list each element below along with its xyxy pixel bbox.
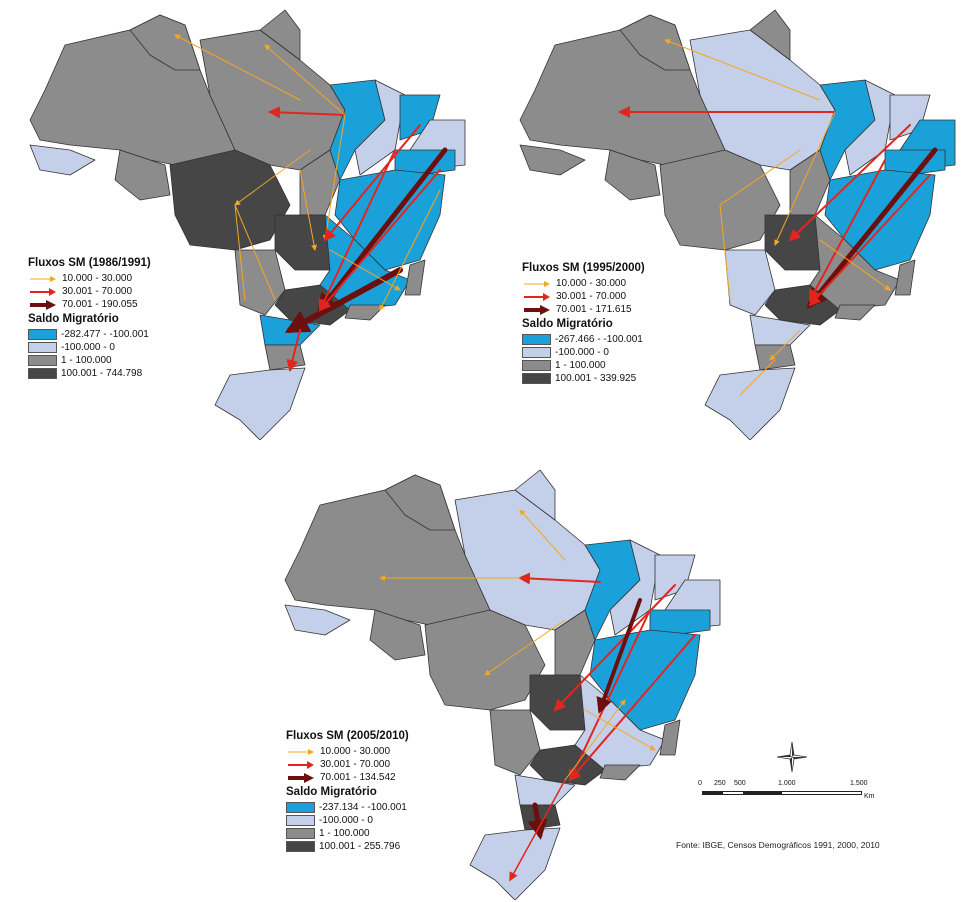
scale-bar: 0 250 500 1.000 1.500 Km (698, 780, 875, 800)
thick-arrow-icon (30, 299, 56, 310)
flow-class-low: 10.000 - 30.000 (28, 272, 151, 285)
flows-legend-title: Fluxos SM (2005/2010) (286, 730, 409, 742)
state-santa-catarina (264, 344, 306, 371)
state-pernambuco (649, 609, 711, 639)
state-rio-grande-sul (704, 367, 796, 440)
thin-arrow-icon (30, 275, 56, 282)
state-espirito-santo (894, 259, 916, 296)
thin-arrow-icon (524, 280, 550, 287)
state-rio (834, 304, 876, 321)
balance-legend-title: Saldo Migratório (522, 318, 613, 330)
flow-class-high: 70.001 - 190.055 (28, 298, 151, 311)
state-rio (599, 764, 641, 781)
flows-legend-title: Fluxos SM (1986/1991) (28, 257, 151, 269)
state-tocantins (789, 149, 831, 216)
state-rio (344, 304, 386, 321)
balance-class-1: -267.466 - -100.001 (522, 333, 645, 346)
state-rondonia (114, 149, 171, 201)
balance-class-4: 100.001 - 339.925 (522, 372, 645, 385)
state-mato-grosso (424, 609, 546, 711)
state-roraima (129, 14, 201, 71)
state-roraima (384, 474, 456, 531)
scale-unit: Km (864, 793, 875, 800)
state-rondonia (369, 609, 426, 661)
thin-arrow-icon (288, 748, 314, 755)
balance-class-4: 100.001 - 255.796 (286, 840, 409, 853)
balance-class-1: -282.477 - -100.001 (28, 328, 151, 341)
north-arrow-icon (776, 741, 808, 773)
source-note: Fonte: IBGE, Censos Demográficos 1991, 2… (676, 840, 880, 850)
flow-class-mid: 30.001 - 70.000 (28, 285, 151, 298)
thick-arrow-icon (288, 772, 314, 783)
balance-legend-title: Saldo Migratório (286, 786, 377, 798)
balance-class-2: -100.000 - 0 (286, 814, 409, 827)
balance-class-3: 1 - 100.000 (522, 359, 645, 372)
legend-1995-2000: Fluxos SM (1995/2000) 10.000 - 30.000 30… (522, 262, 645, 385)
flow-class-high: 70.001 - 134.542 (286, 771, 409, 784)
state-parana (749, 314, 811, 346)
state-tocantins (554, 609, 596, 676)
state-parana (514, 774, 576, 806)
legend-2005-2010: Fluxos SM (2005/2010) 10.000 - 30.000 30… (286, 730, 409, 853)
flow-class-mid: 30.001 - 70.000 (286, 758, 409, 771)
state-acre (284, 604, 351, 636)
thick-arrow-icon (524, 304, 550, 315)
state-amazonas (284, 474, 491, 626)
legend-1986-1991: Fluxos SM (1986/1991) 10.000 - 30.000 30… (28, 257, 151, 380)
medium-arrow-icon (30, 287, 56, 296)
map-1995-2000 (519, 9, 956, 440)
map-2005-2010 (284, 469, 721, 900)
state-rio-grande-sul (469, 827, 561, 900)
state-acre (519, 144, 586, 176)
balance-class-3: 1 - 100.000 (28, 354, 151, 367)
state-bahia (589, 629, 701, 731)
balance-legend-title: Saldo Migratório (28, 313, 119, 325)
state-rondonia (604, 149, 661, 201)
state-mato-grosso-sul (234, 249, 286, 316)
state-sao-paulo (529, 744, 606, 786)
balance-class-3: 1 - 100.000 (286, 827, 409, 840)
medium-arrow-icon (288, 760, 314, 769)
state-amapa (514, 469, 556, 521)
state-rio-grande-sul (214, 367, 306, 440)
map-1986-1991 (29, 9, 466, 440)
balance-class-1: -237.134 - -100.001 (286, 801, 409, 814)
balance-class-4: 100.001 - 744.798 (28, 367, 151, 380)
state-amazonas (519, 14, 726, 166)
flow-class-high: 70.001 - 171.615 (522, 303, 645, 316)
balance-class-2: -100.000 - 0 (522, 346, 645, 359)
state-roraima (619, 14, 691, 71)
flow-class-low: 10.000 - 30.000 (286, 745, 409, 758)
state-espirito-santo (404, 259, 426, 296)
state-mato-grosso (169, 149, 291, 251)
balance-class-2: -100.000 - 0 (28, 341, 151, 354)
state-santa-catarina (754, 344, 796, 371)
state-mato-grosso-sul (489, 709, 541, 776)
state-espirito-santo (659, 719, 681, 756)
medium-arrow-icon (524, 292, 550, 301)
state-amapa (259, 9, 301, 61)
flow-class-mid: 30.001 - 70.000 (522, 290, 645, 303)
state-mato-grosso (659, 149, 781, 251)
state-amazonas (29, 14, 236, 166)
flows-legend-title: Fluxos SM (1995/2000) (522, 262, 645, 274)
state-tocantins (299, 149, 341, 216)
state-acre (29, 144, 96, 176)
flow-class-low: 10.000 - 30.000 (522, 277, 645, 290)
state-amapa (749, 9, 791, 61)
